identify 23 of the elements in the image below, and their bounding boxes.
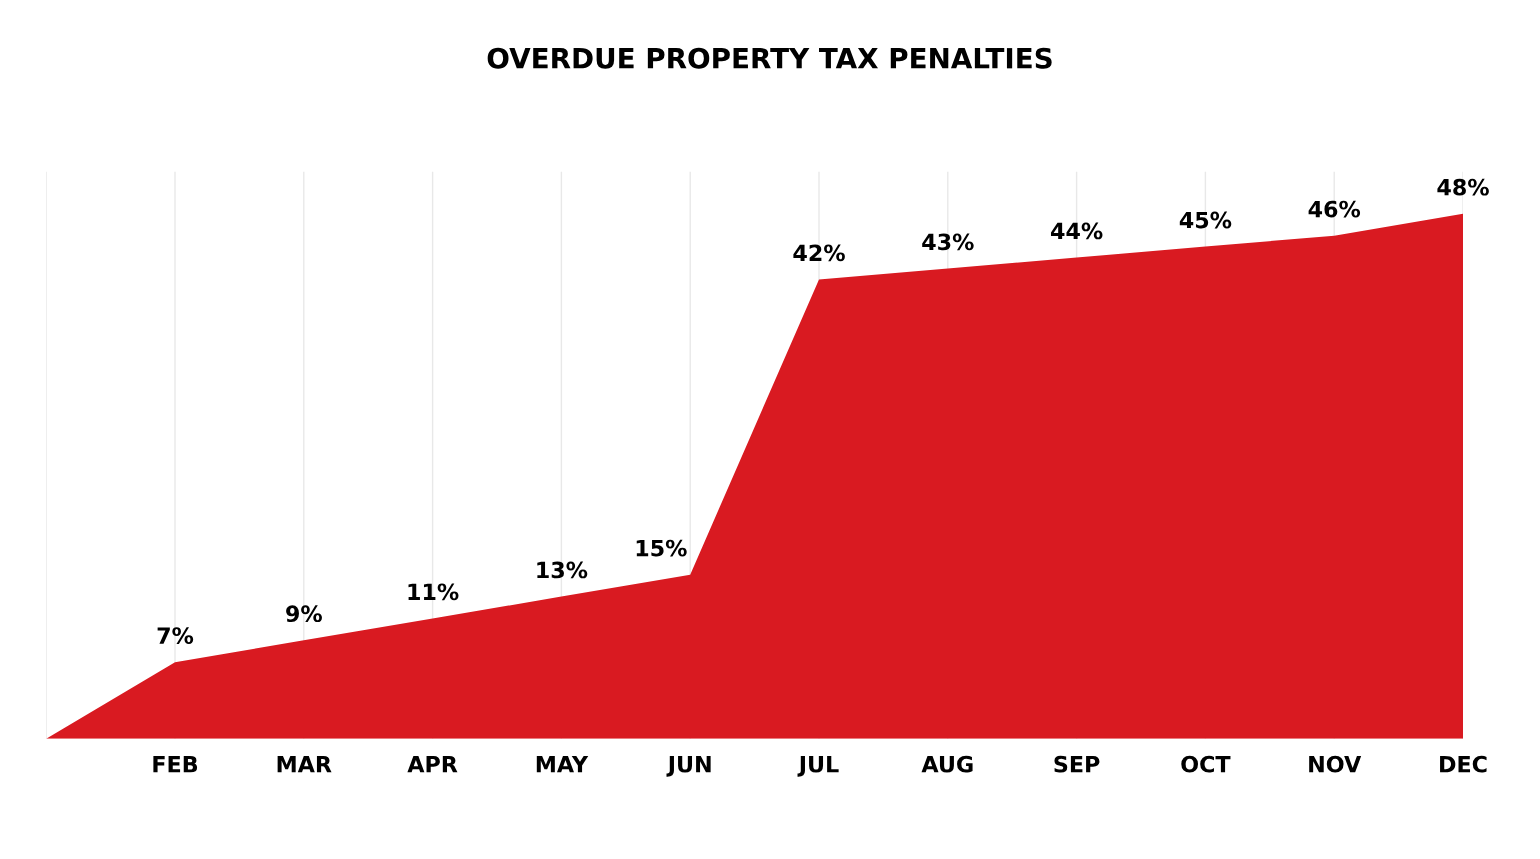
x-tick-label: JUL (797, 756, 839, 777)
data-label: 15% (636, 539, 687, 557)
x-tick-label: MAR (277, 756, 332, 773)
data-label: 44% (1051, 222, 1103, 240)
data-label: 43% (922, 233, 974, 251)
x-tick-label: JUN (666, 756, 711, 777)
data-label: 13% (537, 561, 588, 579)
x-tick-label: SEP (1054, 755, 1100, 773)
x-tick-label: DEC (1440, 755, 1487, 773)
x-tick-label: AUG (921, 755, 973, 773)
x-tick-label: NOV (1309, 755, 1362, 773)
data-label: 11% (408, 583, 459, 601)
data-label: 7% (157, 627, 194, 644)
x-tick-label: FEB (153, 756, 198, 773)
data-label: 45% (1179, 211, 1232, 229)
data-label: 42% (793, 244, 845, 262)
data-label: 48% (1437, 178, 1489, 196)
x-tick-label: OCT (1181, 755, 1231, 773)
x-tick-label: MAY (536, 756, 589, 773)
data-label: 46% (1308, 200, 1361, 218)
x-tick-label: APR (407, 756, 458, 773)
chart-title: OVERDUE PROPERTY TAX PENALTIES (487, 47, 1052, 69)
data-label: 9% (286, 605, 322, 623)
